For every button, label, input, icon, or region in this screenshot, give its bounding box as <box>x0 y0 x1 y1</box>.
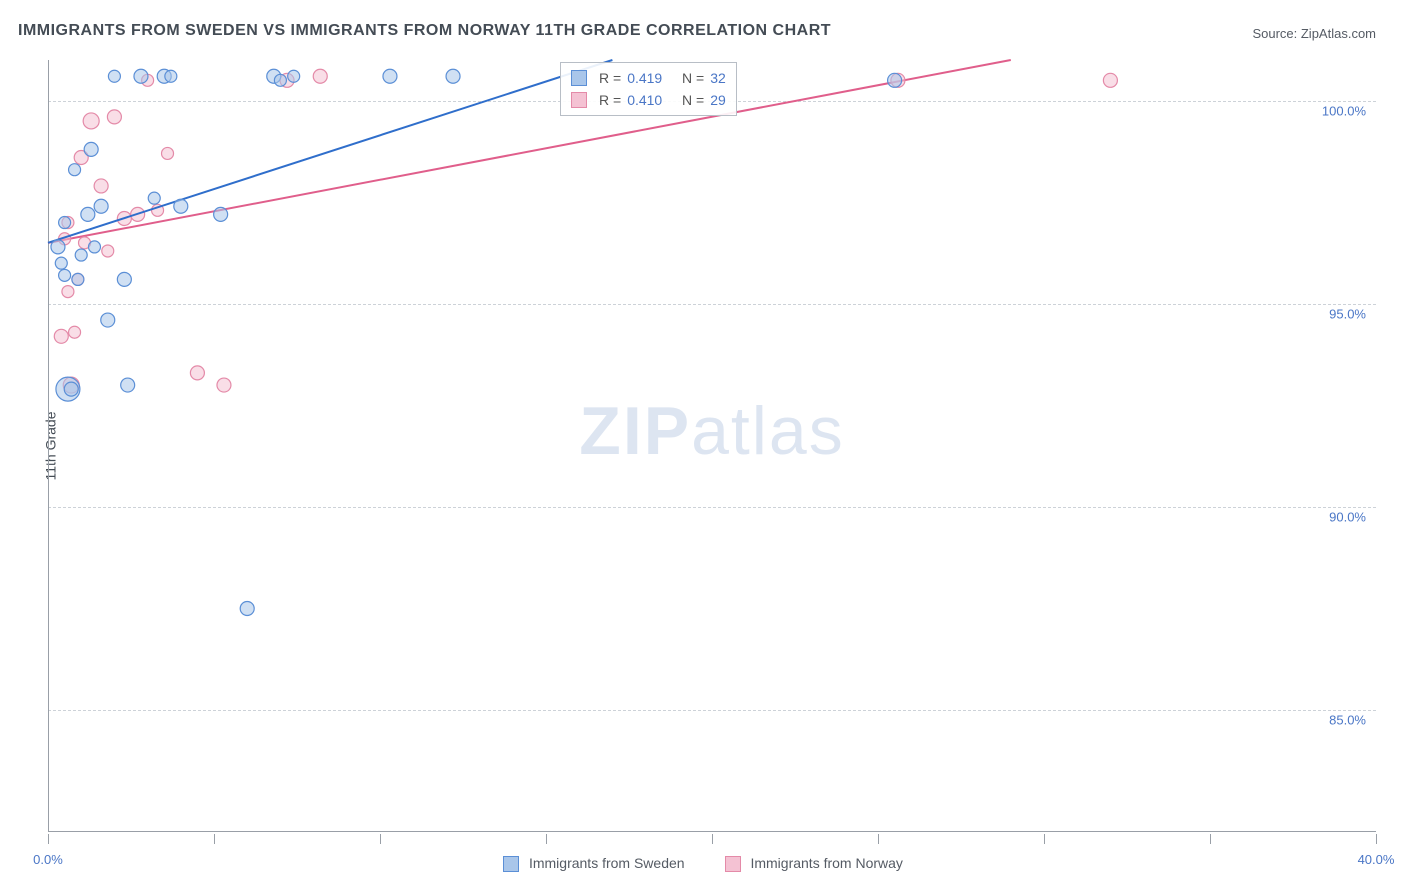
y-tick-label: 95.0% <box>1329 306 1366 321</box>
x-tick <box>1044 834 1045 844</box>
sweden-point <box>84 142 98 156</box>
norway-point <box>217 378 231 392</box>
sweden-point <box>51 240 65 254</box>
sweden-point <box>121 378 135 392</box>
x-tick <box>878 834 879 844</box>
chart-area: ZIPatlas <box>48 60 1376 832</box>
y-tick-label: 85.0% <box>1329 713 1366 728</box>
sweden-point <box>134 69 148 83</box>
norway-point <box>69 326 81 338</box>
sweden-point <box>383 69 397 83</box>
sweden-point <box>117 272 131 286</box>
sweden-point <box>88 241 100 253</box>
sweden-point <box>81 207 95 221</box>
sweden-point <box>240 602 254 616</box>
x-tick <box>380 834 381 844</box>
x-tick <box>712 834 713 844</box>
stats-row-sweden: R = 0.419 N = 32 <box>571 67 726 89</box>
norway-point <box>94 179 108 193</box>
n-label: N = <box>682 89 704 111</box>
r-value-norway: 0.410 <box>627 89 662 111</box>
x-tick <box>214 834 215 844</box>
sweden-point <box>75 249 87 261</box>
sweden-point <box>55 257 67 269</box>
r-label: R = <box>599 89 621 111</box>
norway-point <box>313 69 327 83</box>
sweden-swatch-icon <box>571 70 587 86</box>
sweden-point <box>59 217 71 229</box>
sweden-point <box>94 199 108 213</box>
sweden-point <box>69 164 81 176</box>
n-label: N = <box>682 67 704 89</box>
plot-svg <box>48 60 1376 832</box>
norway-point <box>62 286 74 298</box>
norway-point <box>1103 73 1117 87</box>
r-value-sweden: 0.419 <box>627 67 662 89</box>
legend-item-sweden: Immigrants from Sweden <box>503 855 685 872</box>
sweden-point <box>64 382 78 396</box>
x-tick <box>1376 834 1377 844</box>
legend-label-sweden: Immigrants from Sweden <box>529 855 685 871</box>
sweden-point <box>288 70 300 82</box>
sweden-point <box>101 313 115 327</box>
n-value-norway: 29 <box>710 89 726 111</box>
norway-point <box>102 245 114 257</box>
sweden-point <box>59 269 71 281</box>
source-label: Source: ZipAtlas.com <box>1252 26 1376 41</box>
sweden-point <box>174 199 188 213</box>
norway-point <box>162 147 174 159</box>
stats-row-norway: R = 0.410 N = 29 <box>571 89 726 111</box>
norway-point <box>107 110 121 124</box>
r-label: R = <box>599 67 621 89</box>
x-tick <box>48 834 49 844</box>
y-tick-label: 90.0% <box>1329 509 1366 524</box>
norway-point <box>54 329 68 343</box>
chart-title: IMMIGRANTS FROM SWEDEN VS IMMIGRANTS FRO… <box>18 22 831 40</box>
norway-swatch-icon <box>571 92 587 108</box>
stats-legend: R = 0.419 N = 32 R = 0.410 N = 29 <box>560 62 737 116</box>
sweden-point <box>148 192 160 204</box>
sweden-point <box>274 74 286 86</box>
sweden-point <box>108 70 120 82</box>
sweden-point <box>72 273 84 285</box>
legend-item-norway: Immigrants from Norway <box>725 855 903 872</box>
legend-label-norway: Immigrants from Norway <box>750 855 902 871</box>
sweden-swatch-icon <box>503 856 519 872</box>
sweden-point <box>446 69 460 83</box>
bottom-legend: Immigrants from Sweden Immigrants from N… <box>0 855 1406 872</box>
sweden-point <box>214 207 228 221</box>
norway-swatch-icon <box>725 856 741 872</box>
norway-point <box>190 366 204 380</box>
y-tick-label: 100.0% <box>1322 103 1366 118</box>
norway-point <box>83 113 99 129</box>
n-value-sweden: 32 <box>710 67 726 89</box>
sweden-point <box>165 70 177 82</box>
x-tick <box>1210 834 1211 844</box>
x-tick <box>546 834 547 844</box>
sweden-point <box>888 73 902 87</box>
